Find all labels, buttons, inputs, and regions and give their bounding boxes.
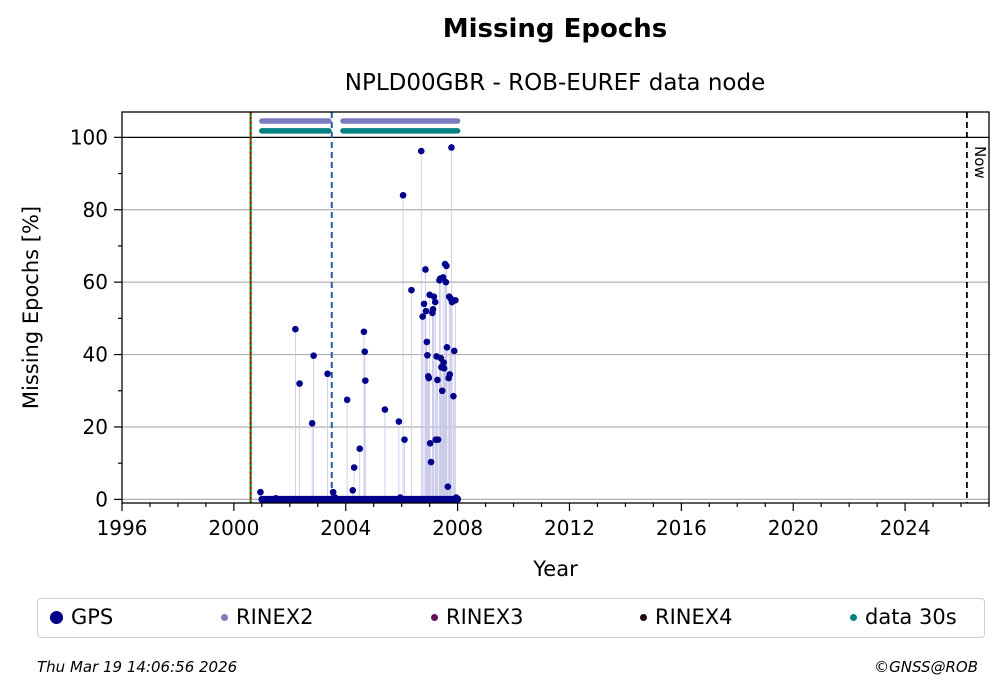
- footer-copyright: ©GNSS@ROB: [874, 658, 978, 676]
- gps-point-14: [361, 348, 369, 355]
- gps-point-32: [426, 439, 434, 447]
- gps-point-15: [362, 377, 369, 384]
- y-tick-label-60: 60: [83, 270, 108, 294]
- gps-point-21: [408, 286, 415, 294]
- gps-point-8: [331, 494, 339, 501]
- legend-marker-gps: [50, 610, 63, 624]
- x-axis-label: Year: [532, 557, 578, 581]
- gps-point-57: [446, 371, 454, 378]
- gps-point-52: [443, 262, 450, 270]
- gps-point-3: [296, 380, 303, 387]
- gps-point-63: [452, 296, 459, 304]
- legend-label-rinex2: RINEX2: [236, 605, 314, 629]
- legend-item-rinex3: RINEX3: [431, 605, 524, 629]
- gps-point-16: [381, 406, 389, 413]
- legend-label-gps: GPS: [71, 605, 114, 629]
- gps-point-24: [420, 300, 428, 308]
- gps-point-40: [434, 376, 441, 384]
- gps-point-25: [422, 266, 429, 273]
- legend-marker-data-30s: [850, 613, 857, 621]
- gps-point-59: [448, 144, 455, 151]
- legend-label-data-30s: data 30s: [865, 605, 957, 629]
- x-tick-label-2004: 2004: [320, 516, 371, 540]
- gps-point-65: [454, 495, 461, 502]
- y-tick-label-0: 0: [95, 487, 108, 511]
- gps-point-41: [434, 436, 442, 443]
- gps-point-10: [349, 487, 357, 494]
- now-label: Now: [971, 146, 989, 179]
- x-tick-label-2016: 2016: [656, 516, 707, 540]
- gps-point-61: [450, 392, 457, 400]
- legend-item-data-30s: data 30s: [850, 605, 957, 629]
- y-tick-label-100: 100: [70, 125, 108, 149]
- x-tick-label-2008: 2008: [432, 516, 483, 540]
- gps-point-13: [360, 328, 368, 336]
- gps-point-30: [425, 374, 433, 382]
- gps-point-51: [442, 278, 450, 286]
- chart-title: Missing Epochs: [442, 14, 668, 44]
- chart-subtitle: NPLD00GBR - ROB-EUREF data node: [344, 70, 766, 96]
- gps-point-9: [343, 396, 351, 404]
- gps-point-46: [438, 387, 446, 395]
- gps-point-20: [401, 436, 408, 443]
- gps-point-49: [440, 365, 448, 372]
- legend-item-rinex2: RINEX2: [221, 605, 314, 629]
- gps-point-6: [324, 370, 331, 378]
- gps-point-19: [399, 191, 407, 199]
- gps-point-28: [424, 351, 431, 359]
- plot-frame: [121, 111, 990, 504]
- gps-point-27: [423, 338, 431, 346]
- gps-point-48: [440, 359, 447, 366]
- gps-point-54: [444, 483, 452, 491]
- gps-point-22: [417, 147, 425, 155]
- gps-point-37: [431, 298, 439, 306]
- legend-item-gps: GPS: [50, 605, 113, 629]
- gps-point-23: [419, 313, 426, 320]
- gps-point-33: [427, 458, 435, 466]
- y-tick-label-20: 20: [83, 415, 108, 439]
- x-tick-label-2000: 2000: [208, 516, 259, 540]
- gps-point-36: [430, 293, 438, 300]
- y-axis-label: Missing Epochs [%]: [19, 206, 43, 409]
- gps-point-11: [350, 464, 358, 471]
- gps-point-4: [308, 420, 316, 427]
- gps-point-53: [443, 344, 451, 351]
- gps-point-62: [450, 347, 458, 355]
- gps-point-0: [257, 488, 264, 496]
- gps-point-12: [356, 445, 364, 452]
- legend-marker-rinex2: [221, 613, 228, 621]
- gps-point-35: [429, 306, 437, 313]
- gps-point-2: [292, 325, 299, 333]
- x-tick-label-1996: 1996: [97, 516, 148, 540]
- legend-label-rinex4: RINEX4: [655, 605, 733, 629]
- gps-point-18: [396, 494, 404, 501]
- legend-item-rinex4: RINEX4: [640, 605, 733, 629]
- legend-label-rinex3: RINEX3: [446, 605, 524, 629]
- gps-point-1: [272, 494, 280, 502]
- y-tick-label-80: 80: [83, 198, 108, 222]
- x-tick-label-2020: 2020: [768, 516, 819, 540]
- gps-point-5: [310, 352, 317, 359]
- y-tick-label-40: 40: [83, 343, 108, 367]
- gps-point-26: [422, 307, 430, 315]
- footer-timestamp: Thu Mar 19 14:06:56 2026: [37, 658, 238, 676]
- gps-point-17: [395, 418, 403, 425]
- x-tick-label-2012: 2012: [544, 516, 595, 540]
- legend: GPS RINEX2 RINEX3 RINEX4 data 30s: [37, 598, 985, 638]
- legend-marker-rinex3: [431, 613, 438, 621]
- x-tick-label-2024: 2024: [880, 516, 931, 540]
- legend-marker-rinex4: [640, 613, 647, 621]
- gps-point-7: [329, 488, 337, 496]
